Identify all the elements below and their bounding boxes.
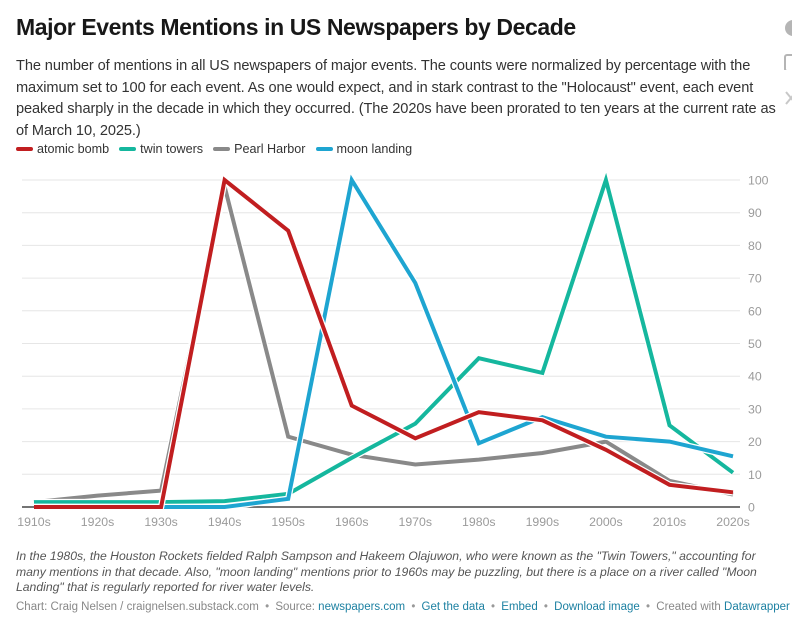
note-line: many mentions in that decade. Also, "moo…	[16, 564, 757, 579]
x-tick-label: 1960s	[335, 515, 369, 529]
series-line-twin-towers	[34, 172, 735, 505]
source-link[interactable]: newspapers.com	[318, 601, 406, 613]
chart-footer: Chart: Craig Nelsen / craignelsen.substa…	[16, 601, 790, 613]
legend-label: Pearl Harbor	[234, 142, 306, 156]
separator: •	[543, 601, 548, 613]
legend-label: moon landing	[336, 142, 413, 156]
y-tick-label: 70	[748, 272, 762, 286]
legend-item-twin-towers: twin towers	[119, 142, 203, 156]
legend-item-moon-landing: moon landing	[315, 142, 413, 156]
separator: •	[411, 601, 416, 613]
x-tick-label: 2000s	[589, 515, 623, 529]
x-tick-label: 1980s	[462, 515, 496, 529]
series-line-atomic-bomb	[34, 176, 734, 509]
x-tick-label: 1990s	[526, 515, 560, 529]
y-tick-label: 60	[748, 304, 762, 318]
y-tick-label: 90	[748, 206, 762, 220]
note-line: In the 1980s, the Houston Rockets fielde…	[16, 549, 756, 563]
x-tick-label: 1950s	[271, 515, 305, 529]
x-tick-label: 1920s	[81, 515, 115, 529]
legend-swatch	[315, 147, 333, 151]
x-tick-label: 2020s	[716, 515, 750, 529]
y-tick-label: 10	[748, 468, 762, 482]
x-tick-label: 1910s	[17, 515, 51, 529]
y-tick-label: 30	[748, 402, 762, 416]
chart-notes: In the 1980s, the Houston Rockets fielde…	[16, 549, 792, 596]
chart-description: The number of mentions in all US newspap…	[16, 58, 776, 139]
chart-legend: atomic bomb twin towers Pearl Harbor moon l…	[16, 142, 422, 156]
note-line: Landing" that is regularly reported for …	[16, 580, 315, 595]
x-tick-label: 1970s	[399, 515, 433, 529]
y-tick-label: 100	[748, 174, 769, 188]
y-axis: 0 10 20 30 40 50 60 70 80 90 100	[748, 174, 769, 515]
legend-swatch	[119, 147, 137, 151]
series-line-pearl-harbor	[33, 186, 734, 505]
source-label: Source:	[275, 601, 315, 613]
x-tick-label: 1930s	[144, 515, 178, 529]
y-tick-label: 0	[748, 501, 755, 515]
side-toolbar	[784, 0, 792, 120]
circle-icon[interactable]	[784, 20, 792, 36]
datawrapper-link[interactable]: Datawrapper	[724, 601, 790, 613]
download-image-link[interactable]: Download image	[554, 601, 640, 613]
legend-swatch	[213, 147, 231, 151]
created-with-text: Created with	[656, 601, 721, 613]
chart-title: Major Events Mentions in US Newspapers b…	[16, 14, 576, 40]
x-tick-label: 1940s	[208, 515, 242, 529]
series-lines	[33, 172, 735, 511]
legend-item-pearl-harbor: Pearl Harbor	[213, 142, 306, 156]
legend-item-atomic-bomb: atomic bomb	[16, 142, 109, 156]
x-tick-label: 2010s	[653, 515, 687, 529]
legend-label: twin towers	[140, 142, 204, 156]
y-tick-label: 80	[748, 239, 762, 253]
close-icon[interactable]	[784, 90, 792, 106]
y-tick-label: 50	[748, 337, 762, 351]
separator: •	[265, 601, 270, 613]
document-icon[interactable]	[784, 54, 792, 70]
separator: •	[646, 601, 651, 613]
y-tick-label: 20	[748, 435, 762, 449]
y-tick-label: 40	[748, 370, 762, 384]
separator: •	[491, 601, 496, 613]
x-axis: 1910s 1920s 1930s 1940s 1950s 1960s 1970s 1980s…	[17, 515, 750, 529]
legend-label: atomic bomb	[37, 142, 110, 156]
embed-link[interactable]: Embed	[501, 601, 538, 613]
credit-text: Chart: Craig Nelsen / craignelsen.substa…	[16, 601, 259, 613]
legend-swatch	[16, 147, 33, 151]
get-data-link[interactable]: Get the data	[421, 601, 485, 613]
